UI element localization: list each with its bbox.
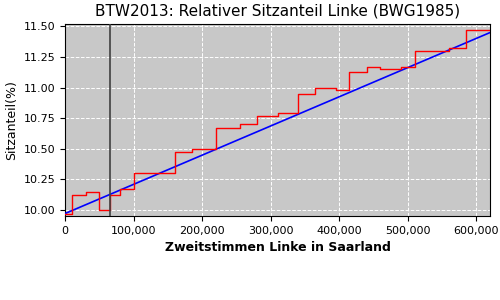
- Line: Sitzanteil real: Sitzanteil real: [65, 30, 490, 214]
- Sitzanteil real: [346, 88, 352, 92]
- Sitzanteil real: [82, 190, 88, 193]
- Sitzanteil real: [333, 86, 339, 89]
- Sitzanteil real: [254, 114, 260, 118]
- Sitzanteil real: [487, 28, 493, 32]
- Sitzanteil real: [463, 47, 469, 50]
- Sitzanteil real: [62, 212, 68, 215]
- X-axis label: Zweitstimmen Linke in Saarland: Zweitstimmen Linke in Saarland: [164, 241, 390, 254]
- Y-axis label: Sitzanteil(%): Sitzanteil(%): [5, 80, 18, 160]
- Sitzanteil real: [189, 147, 195, 151]
- Sitzanteil real: [463, 28, 469, 32]
- Title: BTW2013: Relativer Sitzanteil Linke (BWG1985): BTW2013: Relativer Sitzanteil Linke (BWG…: [95, 4, 460, 19]
